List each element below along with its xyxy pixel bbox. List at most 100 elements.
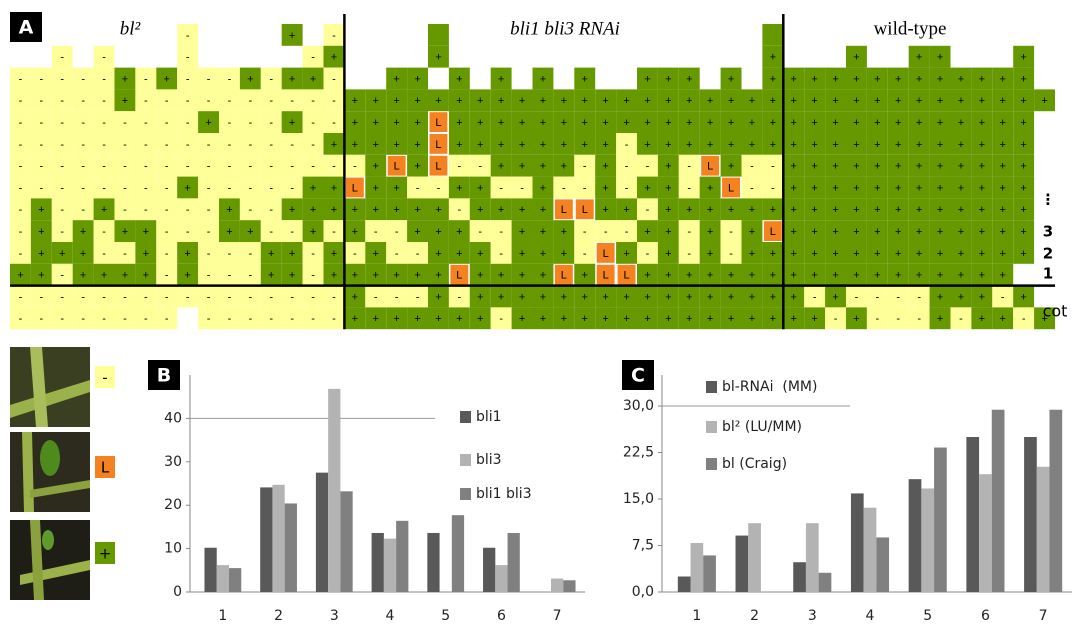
cell-symbol: - [917,313,921,325]
cell-symbol: + [1020,161,1026,173]
cell-symbol: - [604,226,608,238]
cell-symbol: - [186,52,190,64]
cell-symbol: - [40,291,44,303]
section-title: bl² [120,18,141,39]
cell-symbol: L [435,139,441,151]
cell-symbol: + [561,226,567,238]
cell-symbol: - [81,204,85,216]
bar [921,488,934,592]
x-tick-label: 3 [330,608,339,624]
cell-symbol: + [916,248,922,260]
cell-symbol: + [477,248,483,260]
cell-symbol: + [435,204,441,216]
cell-symbol: - [332,117,336,129]
cell-symbol: - [102,313,106,325]
cell-symbol: + [958,291,964,303]
cell-symbol: - [332,73,336,85]
cell-symbol: + [707,204,713,216]
cell-symbol: + [853,270,859,282]
y-tick-label: 0 [173,584,182,600]
cell-symbol: - [19,313,23,325]
cell-symbol: + [791,248,797,260]
figure: - + - - - - - + + + + + + + - - - - - + - + - - - + - + + - + + + + + + + + + +… [0,0,1075,627]
cell-symbol: + [644,226,650,238]
cell-symbol: + [477,204,483,216]
cell-symbol: + [916,204,922,216]
cell-symbol: - [499,226,503,238]
cell-symbol: + [561,313,567,325]
cell-symbol: - [228,95,232,107]
cell-symbol: + [937,248,943,260]
cell-symbol: + [519,313,525,325]
cell-symbol: + [853,139,859,151]
cell-symbol: - [228,73,232,85]
cell-symbol: + [289,117,295,129]
cell-symbol: - [332,291,336,303]
cell-symbol: - [374,291,378,303]
cell-symbol: + [895,117,901,129]
cell-symbol: + [791,182,797,194]
cell [428,24,449,46]
cell-symbol: - [123,182,127,194]
cell-symbol: + [414,161,420,173]
cell-symbol: + [540,117,546,129]
cell-symbol: - [186,95,190,107]
cell-symbol: + [289,73,295,85]
cell-symbol: + [895,73,901,85]
cell-symbol: + [164,73,170,85]
cell-symbol: + [665,291,671,303]
cell-symbol: + [665,313,671,325]
cell-symbol: + [393,95,399,107]
cell-symbol: - [395,248,399,260]
panel-label: C [631,365,645,387]
cell-symbol: - [290,182,294,194]
cell-symbol: + [1000,204,1006,216]
cell-symbol: + [393,73,399,85]
cell-symbol: + [958,117,964,129]
cell-symbol: + [1000,117,1006,129]
cell-symbol: - [40,73,44,85]
cell-symbol: + [226,204,232,216]
cell-symbol: + [832,248,838,260]
cell-symbol: - [165,204,169,216]
cell-symbol: + [895,226,901,238]
cell-symbol: - [249,117,253,129]
cell-symbol: + [979,313,985,325]
cell-symbol: + [331,248,337,260]
cell-symbol: + [1020,248,1026,260]
cell-symbol: - [520,182,524,194]
cell-symbol: + [268,270,274,282]
cell-symbol: + [770,291,776,303]
cell-symbol: - [249,204,253,216]
legend-label: bli3 [476,452,502,468]
bar [979,474,992,592]
cell-symbol: - [81,95,85,107]
cell-symbol: + [749,226,755,238]
cell-symbol: - [771,161,775,173]
cell-symbol: - [40,161,44,173]
cell-symbol: + [80,248,86,260]
x-tick-label: 2 [750,608,759,624]
cell-symbol: + [540,182,546,194]
cell-symbol: - [144,161,148,173]
cell-symbol: + [540,204,546,216]
legend-key [460,454,471,466]
cell-symbol: + [937,291,943,303]
cell-symbol: - [60,313,64,325]
cell-symbol: + [38,204,44,216]
bar [372,533,384,592]
cell-symbol: - [646,248,650,260]
cell-symbol: + [519,161,525,173]
cell-symbol: - [19,182,23,194]
cell-symbol: - [771,182,775,194]
cell-symbol: - [123,117,127,129]
cell-symbol: + [373,270,379,282]
cell-symbol: - [207,139,211,151]
cell-symbol: + [832,291,838,303]
cell-symbol: + [832,117,838,129]
cell-symbol: + [101,270,107,282]
legend-key [460,411,471,423]
cell-symbol: + [958,270,964,282]
cell-symbol: + [874,73,880,85]
cell-symbol: + [561,95,567,107]
